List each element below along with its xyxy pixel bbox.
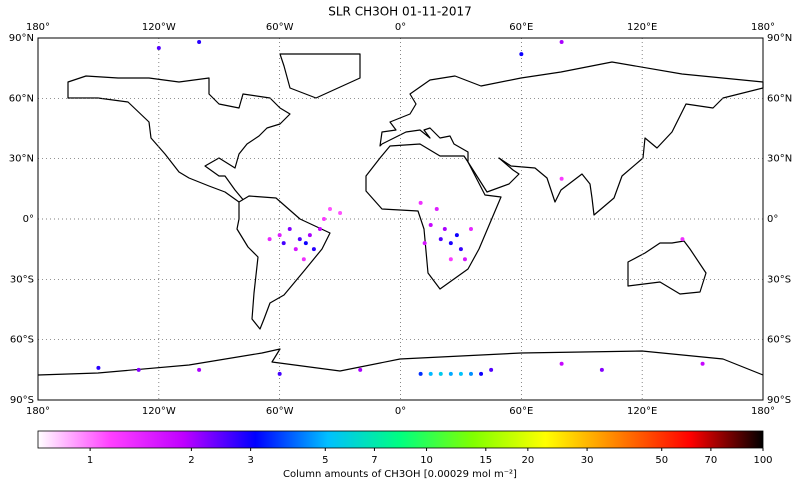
data-point	[448, 241, 453, 246]
data-point	[454, 233, 459, 238]
data-point	[156, 46, 161, 51]
data-point	[519, 52, 524, 57]
data-point	[599, 367, 604, 372]
data-point	[468, 227, 473, 232]
data-point	[438, 371, 443, 376]
data-point	[311, 247, 316, 252]
colorbar-tick-label: 30	[581, 455, 594, 466]
x-tick-label: 180°	[26, 22, 50, 33]
data-point	[428, 371, 433, 376]
data-point	[418, 371, 423, 376]
map-frame	[37, 37, 764, 401]
data-point	[458, 371, 463, 376]
x-tick-label: 60°E	[509, 22, 533, 33]
data-point	[434, 206, 439, 211]
x-tick-label: 120°W	[142, 406, 176, 417]
data-point	[448, 257, 453, 262]
colorbar-tick-label: 1	[87, 455, 93, 466]
y-tick-label: 0°	[23, 214, 34, 225]
colorbar-tick-label: 50	[655, 455, 668, 466]
data-point	[136, 367, 141, 372]
x-tick-label: 120°E	[627, 406, 657, 417]
colorbar-tick-label: 5	[322, 455, 328, 466]
data-point	[700, 361, 705, 366]
data-point	[358, 367, 363, 372]
colorbar	[37, 430, 764, 449]
y-tick-label: 90°N	[9, 33, 34, 44]
data-point	[428, 223, 433, 228]
y-tick-label: 30°N	[9, 154, 34, 165]
data-point	[438, 237, 443, 242]
x-tick-label: 60°E	[509, 406, 533, 417]
data-point	[479, 371, 484, 376]
data-point	[287, 227, 292, 232]
map-title: SLR CH3OH 01-11-2017	[328, 5, 472, 19]
data-point	[281, 241, 286, 246]
data-point	[96, 365, 101, 370]
x-tick-label: 60°W	[266, 22, 294, 33]
data-point	[328, 206, 333, 211]
eurasia	[379, 61, 764, 216]
data-point	[559, 361, 564, 366]
data-point	[277, 371, 282, 376]
data-point	[321, 217, 326, 221]
data-point	[489, 367, 494, 372]
north-america	[67, 75, 291, 203]
data-point	[442, 227, 447, 232]
colorbar-tick-label: 10	[420, 455, 433, 466]
data-point	[462, 257, 467, 262]
colorbar-tick-label: 7	[371, 455, 377, 466]
y-tick-label: 90°S	[767, 395, 791, 406]
y-tick-label: 60°N	[9, 93, 34, 104]
data-point	[197, 40, 202, 45]
x-tick-label: 180°	[26, 406, 50, 417]
y-tick-label: 60°S	[10, 335, 34, 346]
y-tick-label: 30°N	[767, 154, 792, 165]
colorbar-tick-label: 2	[188, 455, 194, 466]
x-tick-label: 0°	[395, 406, 406, 417]
data-point	[448, 371, 453, 376]
data-point	[559, 176, 564, 181]
colorbar-tick-label: 20	[521, 455, 534, 466]
x-tick-label: 60°W	[266, 406, 294, 417]
data-point	[317, 227, 322, 232]
data-point	[297, 237, 302, 242]
y-tick-label: 90°S	[10, 395, 34, 406]
data-point	[293, 247, 298, 252]
africa	[365, 143, 502, 290]
data-point	[338, 210, 343, 215]
x-tick-label: 120°E	[627, 22, 657, 33]
colorbar-label: Column amounts of CH3OH [0.00029 mol m⁻²…	[283, 469, 517, 480]
data-point	[422, 241, 427, 246]
data-point	[277, 233, 282, 238]
x-tick-label: 180°	[751, 406, 775, 417]
colorbar-tick-label: 70	[705, 455, 718, 466]
greenland	[279, 53, 361, 99]
x-tick-label: 0°	[395, 22, 406, 33]
data-point	[303, 241, 308, 246]
y-tick-label: 0°	[767, 214, 778, 225]
y-tick-label: 60°N	[767, 93, 792, 104]
x-tick-label: 120°W	[142, 22, 176, 33]
data-point	[458, 247, 463, 252]
data-point	[680, 237, 685, 242]
south-america	[236, 195, 331, 330]
data-point	[559, 40, 564, 45]
y-tick-label: 30°S	[767, 274, 791, 285]
data-point	[267, 237, 272, 242]
colorbar-tick-label: 100	[753, 455, 772, 466]
data-point	[301, 257, 306, 262]
x-tick-label: 180°	[751, 22, 775, 33]
colorbar-tick-label: 3	[247, 455, 253, 466]
data-point	[307, 233, 312, 238]
y-tick-label: 60°S	[767, 335, 791, 346]
colorbar-tick-label: 15	[479, 455, 492, 466]
y-tick-label: 90°N	[767, 33, 792, 44]
australia	[627, 240, 707, 295]
y-tick-label: 30°S	[10, 274, 34, 285]
data-point	[197, 367, 202, 372]
data-point	[418, 200, 423, 205]
data-point	[468, 371, 473, 376]
